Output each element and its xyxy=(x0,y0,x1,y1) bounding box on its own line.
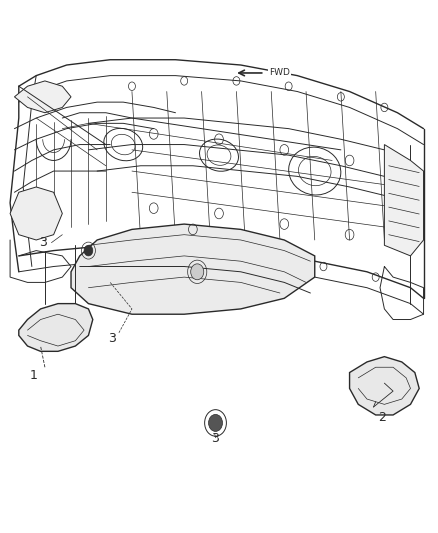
Text: 3: 3 xyxy=(39,236,47,249)
Text: FWD: FWD xyxy=(269,68,290,77)
Text: 1: 1 xyxy=(30,369,38,382)
Polygon shape xyxy=(385,144,424,256)
Polygon shape xyxy=(350,357,419,415)
Text: 3: 3 xyxy=(109,332,117,344)
Text: 2: 2 xyxy=(378,411,386,424)
Text: 3: 3 xyxy=(211,432,219,446)
Circle shape xyxy=(84,245,93,256)
Polygon shape xyxy=(10,187,62,240)
Circle shape xyxy=(191,264,204,280)
Polygon shape xyxy=(14,81,71,113)
Circle shape xyxy=(208,415,223,431)
Polygon shape xyxy=(19,304,93,351)
Polygon shape xyxy=(71,224,315,314)
